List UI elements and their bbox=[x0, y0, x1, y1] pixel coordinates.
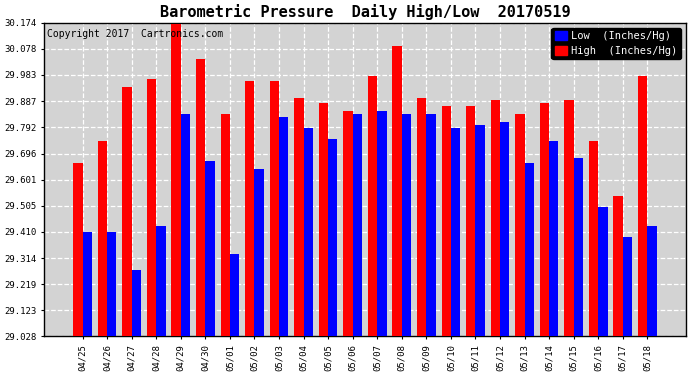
Bar bbox=[451, 128, 460, 336]
Text: Copyright 2017  Cartronics.com: Copyright 2017 Cartronics.com bbox=[47, 29, 224, 39]
Bar bbox=[255, 169, 264, 336]
Bar bbox=[549, 141, 558, 336]
Bar bbox=[206, 160, 215, 336]
Bar bbox=[426, 114, 435, 336]
Bar bbox=[466, 106, 475, 336]
Bar bbox=[393, 46, 402, 336]
Bar bbox=[402, 114, 411, 336]
Bar bbox=[344, 111, 353, 336]
Bar bbox=[221, 114, 230, 336]
Bar bbox=[377, 111, 386, 336]
Bar bbox=[304, 128, 313, 336]
Bar bbox=[294, 98, 304, 336]
Bar bbox=[638, 76, 647, 336]
Bar bbox=[328, 139, 337, 336]
Bar bbox=[83, 232, 92, 336]
Bar bbox=[353, 114, 362, 336]
Bar bbox=[417, 98, 426, 336]
Bar bbox=[181, 114, 190, 336]
Bar bbox=[196, 59, 206, 336]
Bar bbox=[475, 125, 485, 336]
Bar bbox=[613, 196, 623, 336]
Bar bbox=[442, 106, 451, 336]
Bar bbox=[132, 270, 141, 336]
Bar bbox=[500, 122, 509, 336]
Bar bbox=[230, 254, 239, 336]
Bar bbox=[73, 164, 83, 336]
Bar bbox=[279, 117, 288, 336]
Bar bbox=[171, 24, 181, 336]
Bar bbox=[598, 207, 608, 336]
Title: Barometric Pressure  Daily High/Low  20170519: Barometric Pressure Daily High/Low 20170… bbox=[159, 4, 570, 20]
Bar bbox=[564, 100, 573, 336]
Bar bbox=[368, 76, 377, 336]
Bar bbox=[647, 226, 657, 336]
Bar bbox=[270, 81, 279, 336]
Bar bbox=[156, 226, 166, 336]
Bar bbox=[623, 237, 632, 336]
Bar bbox=[122, 87, 132, 336]
Bar bbox=[515, 114, 524, 336]
Bar bbox=[319, 103, 328, 336]
Bar bbox=[98, 141, 107, 336]
Bar bbox=[524, 164, 534, 336]
Bar bbox=[573, 158, 583, 336]
Bar bbox=[491, 100, 500, 336]
Bar bbox=[540, 103, 549, 336]
Bar bbox=[147, 78, 156, 336]
Bar bbox=[245, 81, 255, 336]
Legend: Low  (Inches/Hg), High  (Inches/Hg): Low (Inches/Hg), High (Inches/Hg) bbox=[551, 28, 680, 59]
Bar bbox=[589, 141, 598, 336]
Bar bbox=[107, 232, 117, 336]
